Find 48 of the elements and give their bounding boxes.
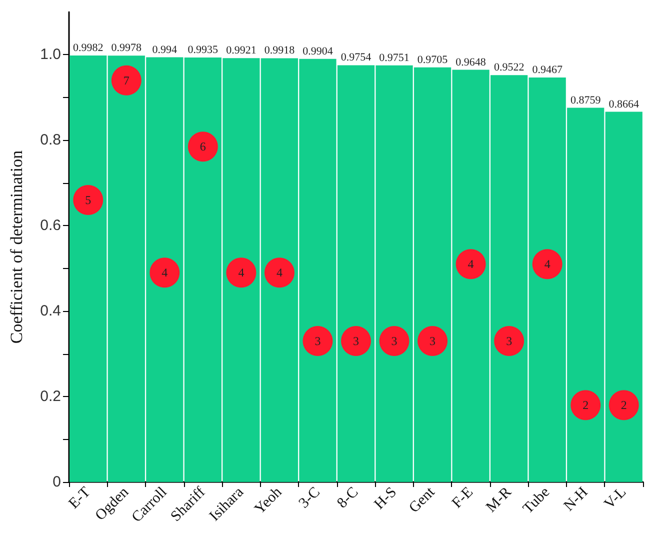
x-tick-label: F-E (449, 484, 476, 512)
data-label: 0.9467 (532, 64, 563, 76)
data-label: 0.9978 (111, 42, 142, 54)
y-tick-label: 0.2 (40, 388, 61, 406)
annotation: 4 (276, 266, 282, 280)
x-tick-label: H-S (372, 484, 400, 513)
annotation: 4 (162, 266, 168, 280)
y-tick-label: 0 (52, 474, 61, 490)
annotation: 4 (544, 257, 550, 272)
annotation: 7 (123, 73, 130, 88)
data-label: 0.9751 (379, 52, 410, 64)
annotation: 2 (582, 398, 589, 412)
annotation: 6 (200, 140, 206, 154)
x-tick-label: Gent (406, 484, 439, 516)
data-label: 0.9982 (73, 42, 104, 54)
x-tick-label: 3-C (296, 484, 324, 512)
annotation: 3 (314, 334, 321, 348)
x-tick-label: 8-C (334, 484, 362, 512)
data-label: 0.8664 (608, 98, 640, 110)
y-tick-label: 0.6 (40, 217, 61, 234)
annotation: 2 (620, 398, 627, 412)
data-label: 0.9918 (264, 44, 296, 57)
annotation: 3 (506, 334, 512, 348)
data-label: 0.9754 (340, 52, 372, 64)
annotation: 5 (85, 193, 92, 207)
x-tick-label: V-L (602, 484, 630, 512)
data-label: 0.9921 (226, 44, 256, 57)
x-tick-label: E-T (66, 484, 94, 512)
annotation: 3 (353, 334, 359, 348)
data-label: 0.9648 (456, 56, 486, 68)
annotation: 4 (238, 266, 244, 280)
data-label: 0.9705 (417, 54, 448, 66)
x-tick-label: Tube (520, 484, 554, 518)
y-tick-label: 0.8 (40, 132, 61, 149)
data-label: 0.9904 (302, 45, 334, 58)
y-tick-label: 0.4 (40, 302, 61, 320)
data-label: 0.9935 (188, 44, 219, 56)
annotation: 3 (391, 334, 398, 348)
annotation: 4 (468, 257, 474, 272)
data-label: 0.994 (152, 44, 178, 56)
y-axis-title: Coefficient of determination (7, 150, 26, 344)
y-tick-label: 1.0 (40, 46, 61, 64)
data-label: 0.9522 (494, 62, 524, 74)
annotation: 3 (430, 334, 436, 348)
x-tick-label: Yeoh (252, 484, 286, 518)
x-tick-label: M-R (483, 484, 515, 516)
x-tick-label: N-H (561, 484, 592, 514)
data-label: 0.8759 (570, 94, 602, 106)
